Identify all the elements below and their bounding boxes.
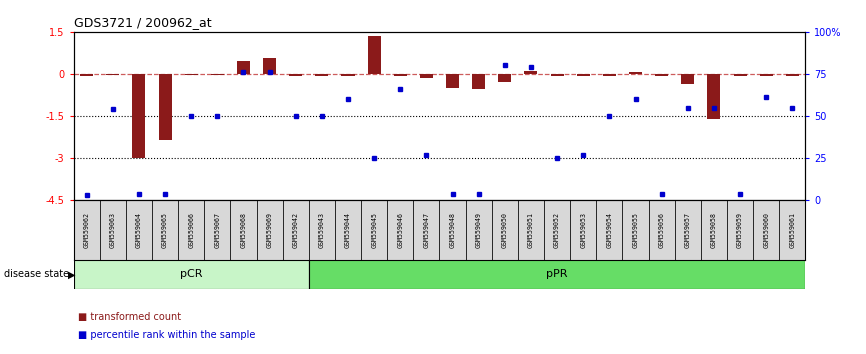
- Bar: [492, 200, 518, 260]
- Bar: [570, 200, 597, 260]
- Bar: [727, 200, 753, 260]
- Bar: [629, 72, 642, 74]
- Bar: [597, 200, 623, 260]
- Bar: [256, 200, 282, 260]
- Text: GDS3721 / 200962_at: GDS3721 / 200962_at: [74, 16, 211, 29]
- Bar: [158, 74, 171, 140]
- Text: GSM559051: GSM559051: [528, 212, 534, 248]
- Text: GSM559062: GSM559062: [84, 212, 90, 248]
- Bar: [498, 74, 511, 82]
- Text: GSM559050: GSM559050: [501, 212, 507, 248]
- Text: GSM559067: GSM559067: [215, 212, 220, 248]
- Bar: [708, 74, 721, 119]
- Bar: [623, 200, 649, 260]
- Bar: [178, 200, 204, 260]
- Text: GSM559053: GSM559053: [580, 212, 586, 248]
- Bar: [753, 200, 779, 260]
- Bar: [132, 74, 145, 158]
- Text: GSM559048: GSM559048: [449, 212, 456, 248]
- Bar: [759, 74, 772, 76]
- Text: GSM559068: GSM559068: [241, 212, 247, 248]
- Bar: [100, 200, 126, 260]
- Bar: [361, 200, 387, 260]
- Bar: [551, 74, 564, 76]
- Text: GSM559066: GSM559066: [188, 212, 194, 248]
- Text: GSM559061: GSM559061: [789, 212, 795, 248]
- Text: GSM559047: GSM559047: [423, 212, 430, 248]
- Text: ■ percentile rank within the sample: ■ percentile rank within the sample: [78, 330, 255, 340]
- Text: GSM559063: GSM559063: [110, 212, 116, 248]
- Bar: [152, 200, 178, 260]
- Text: pPR: pPR: [546, 269, 568, 279]
- Bar: [675, 200, 701, 260]
- Text: GSM559052: GSM559052: [554, 212, 560, 248]
- Bar: [263, 58, 276, 74]
- Bar: [439, 200, 466, 260]
- Bar: [210, 74, 224, 75]
- Text: GSM559045: GSM559045: [372, 212, 378, 248]
- Bar: [577, 74, 590, 76]
- Text: GSM559065: GSM559065: [162, 212, 168, 248]
- Bar: [74, 260, 309, 289]
- Text: GSM559064: GSM559064: [136, 212, 142, 248]
- Bar: [420, 74, 433, 78]
- Text: ▶: ▶: [68, 269, 75, 279]
- Bar: [472, 74, 485, 89]
- Bar: [649, 200, 675, 260]
- Bar: [518, 200, 544, 260]
- Bar: [237, 61, 250, 74]
- Bar: [341, 74, 354, 76]
- Bar: [184, 74, 197, 75]
- Bar: [413, 200, 439, 260]
- Text: ■ transformed count: ■ transformed count: [78, 312, 181, 322]
- Bar: [701, 200, 727, 260]
- Bar: [282, 200, 309, 260]
- Bar: [394, 74, 407, 76]
- Bar: [315, 74, 328, 76]
- Bar: [309, 200, 335, 260]
- Text: GSM559054: GSM559054: [606, 212, 612, 248]
- Text: GSM559055: GSM559055: [632, 212, 638, 248]
- Bar: [230, 200, 256, 260]
- Text: GSM559042: GSM559042: [293, 212, 299, 248]
- Text: GSM559044: GSM559044: [345, 212, 351, 248]
- Bar: [544, 200, 570, 260]
- Bar: [779, 200, 805, 260]
- Text: GSM559043: GSM559043: [319, 212, 325, 248]
- Bar: [682, 74, 695, 84]
- Text: GSM559049: GSM559049: [475, 212, 481, 248]
- Text: pCR: pCR: [180, 269, 203, 279]
- Bar: [466, 200, 492, 260]
- Bar: [107, 74, 120, 75]
- Text: GSM559060: GSM559060: [763, 212, 769, 248]
- Bar: [734, 74, 746, 76]
- Text: GSM559057: GSM559057: [685, 212, 691, 248]
- Text: disease state: disease state: [4, 269, 69, 279]
- Bar: [335, 200, 361, 260]
- Bar: [785, 74, 798, 76]
- Bar: [289, 74, 302, 76]
- Bar: [81, 74, 94, 76]
- Bar: [387, 200, 413, 260]
- Bar: [309, 260, 805, 289]
- Text: GSM559059: GSM559059: [737, 212, 743, 248]
- Text: GSM559058: GSM559058: [711, 212, 717, 248]
- Bar: [525, 70, 538, 74]
- Bar: [204, 200, 230, 260]
- Bar: [368, 36, 381, 74]
- Bar: [126, 200, 152, 260]
- Text: GSM559046: GSM559046: [397, 212, 404, 248]
- Bar: [603, 74, 616, 76]
- Bar: [446, 74, 459, 88]
- Bar: [74, 200, 100, 260]
- Text: GSM559056: GSM559056: [659, 212, 664, 248]
- Text: GSM559069: GSM559069: [267, 212, 273, 248]
- Bar: [655, 74, 669, 76]
